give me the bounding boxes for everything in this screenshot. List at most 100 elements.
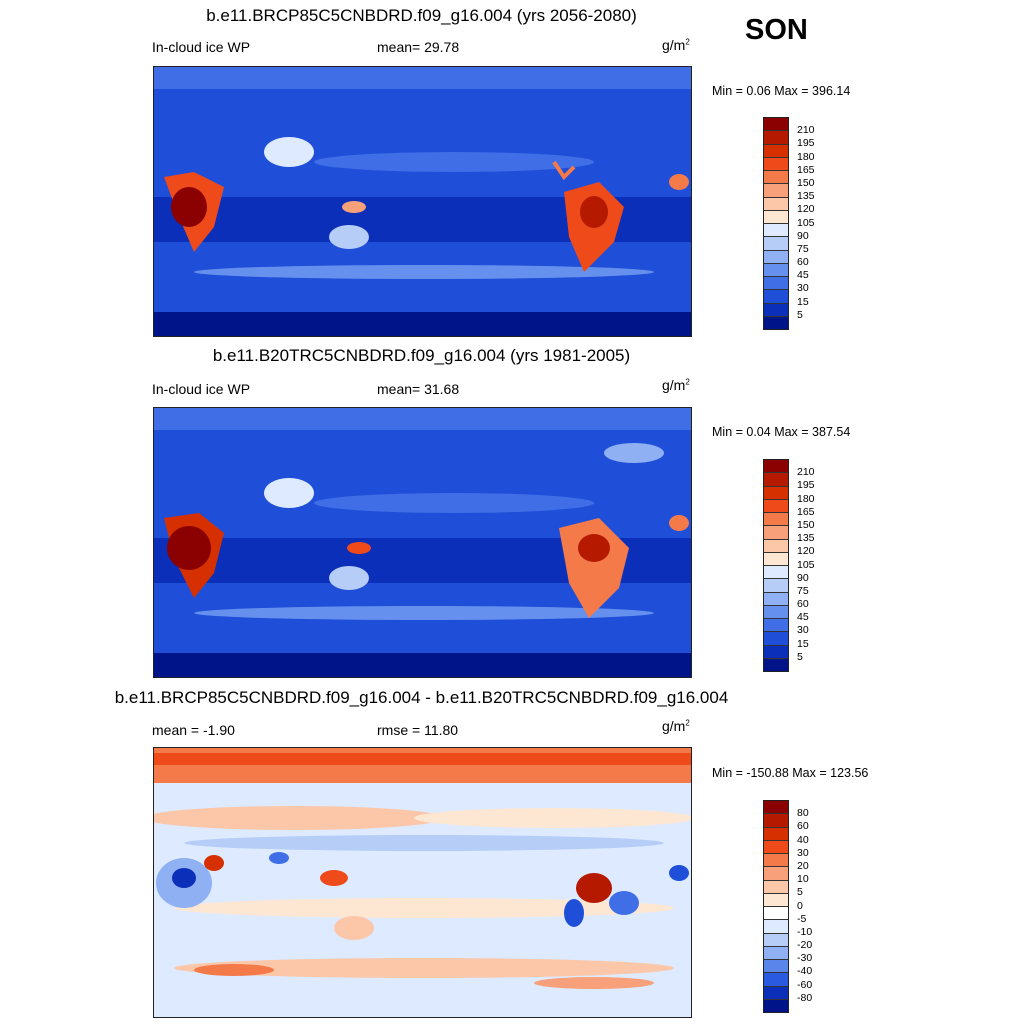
colorbar-swatch <box>764 276 788 290</box>
colorbar-tick-label: 60 <box>797 256 809 269</box>
colorbar-tick-label: 210 <box>797 466 815 479</box>
colorbar-tick-label: 90 <box>797 571 809 584</box>
colorbar-tick-label: 180 <box>797 492 815 505</box>
colorbar-swatch <box>764 512 788 526</box>
colorbar-tick-label: 5 <box>797 886 803 899</box>
colorbar-swatch <box>764 183 788 197</box>
colorbar-swatch <box>764 130 788 144</box>
colorbar-tick-label: -40 <box>797 965 813 978</box>
panel-2-title: b.e11.B20TRC5CNBDRD.f09_g16.004 (yrs 198… <box>212 346 631 365</box>
colorbar-tick-label: 30 <box>797 282 809 295</box>
colorbar-tick-label: 105 <box>797 216 815 229</box>
colorbar-swatch <box>764 262 788 276</box>
colorbar-swatch <box>764 906 788 920</box>
colorbar-tick-label: -80 <box>797 991 813 1004</box>
colorbar-tick-label: 30 <box>797 624 809 637</box>
colorbar-swatch <box>764 801 788 814</box>
colorbar-tick-label: -60 <box>797 978 813 991</box>
colorbar-swatch <box>764 170 788 184</box>
colorbar-swatch <box>764 945 788 959</box>
panel-2-minmax: Min = 0.04 Max = 387.54 <box>712 425 851 439</box>
panel-2-units: g/m2 <box>662 377 690 393</box>
colorbar-swatch <box>764 472 788 486</box>
colorbar-tick-label: 195 <box>797 479 815 492</box>
panel-2-colorbar <box>763 459 789 672</box>
panel-3-mean-label: mean = -1.90 <box>152 722 235 738</box>
panel-2-mean-label: mean= 31.68 <box>377 381 460 397</box>
colorbar-tick-label: 80 <box>797 807 809 820</box>
panel-1-colorbar <box>763 117 789 330</box>
colorbar-tick-label: 60 <box>797 598 809 611</box>
colorbar-swatch <box>764 565 788 579</box>
colorbar-tick-label: -30 <box>797 952 813 965</box>
colorbar-tick-label: 120 <box>797 203 815 216</box>
colorbar-tick-label: 210 <box>797 124 815 137</box>
colorbar-tick-label: 30 <box>797 846 809 859</box>
colorbar-swatch <box>764 578 788 592</box>
colorbar-tick-label: 165 <box>797 163 815 176</box>
colorbar-tick-label: 150 <box>797 176 815 189</box>
colorbar-swatch <box>764 919 788 933</box>
panel-2-variable-label: In-cloud ice WP <box>152 381 251 397</box>
colorbar-swatch <box>764 551 788 565</box>
colorbar-tick-label: 150 <box>797 518 815 531</box>
colorbar-tick-label: 15 <box>797 637 809 650</box>
colorbar-swatch <box>764 853 788 867</box>
colorbar-tick-label: 20 <box>797 859 809 872</box>
colorbar-swatch <box>764 618 788 632</box>
colorbar-tick-label: -20 <box>797 939 813 952</box>
colorbar-swatch <box>764 839 788 853</box>
colorbar-swatch <box>764 485 788 499</box>
colorbar-tick-label: 15 <box>797 295 809 308</box>
colorbar-swatch <box>764 972 788 986</box>
colorbar-swatch <box>764 932 788 946</box>
colorbar-tick-label: -5 <box>797 912 807 925</box>
colorbar-swatch <box>764 209 788 223</box>
colorbar-swatch <box>764 866 788 880</box>
colorbar-swatch <box>764 498 788 512</box>
colorbar-tick-label: 165 <box>797 505 815 518</box>
colorbar-tick-label: 75 <box>797 242 809 255</box>
colorbar-swatch <box>764 315 788 329</box>
colorbar-swatch <box>764 998 788 1012</box>
season-label: SON <box>745 14 808 46</box>
colorbar-tick-label: 10 <box>797 873 809 886</box>
colorbar-tick-label: 5 <box>797 650 803 663</box>
colorbar-swatch <box>764 985 788 999</box>
colorbar-swatch <box>764 631 788 645</box>
colorbar-swatch <box>764 879 788 893</box>
colorbar-tick-label: 180 <box>797 150 815 163</box>
panel-1-minmax: Min = 0.06 Max = 396.14 <box>712 84 851 98</box>
colorbar-swatch <box>764 525 788 539</box>
panel-1-units: g/m2 <box>662 37 690 53</box>
colorbar-tick-label: -10 <box>797 925 813 938</box>
colorbar-swatch <box>764 892 788 906</box>
panel-1-variable-label: In-cloud ice WP <box>152 39 251 55</box>
colorbar-swatch <box>764 591 788 605</box>
colorbar-tick-label: 75 <box>797 584 809 597</box>
colorbar-swatch <box>764 289 788 303</box>
colorbar-tick-label: 40 <box>797 833 809 846</box>
panel-1-title: b.e11.BRCP85C5CNBDRD.f09_g16.004 (yrs 20… <box>206 6 637 25</box>
colorbar-swatch <box>764 604 788 618</box>
panel-3-units: g/m2 <box>662 718 690 734</box>
colorbar-tick-label: 0 <box>797 899 803 912</box>
colorbar-swatch <box>764 118 788 131</box>
colorbar-swatch <box>764 657 788 671</box>
colorbar-swatch <box>764 813 788 827</box>
colorbar-tick-label: 60 <box>797 820 809 833</box>
colorbar-swatch <box>764 236 788 250</box>
panel-3-map <box>153 747 692 1018</box>
colorbar-tick-label: 45 <box>797 269 809 282</box>
colorbar-tick-label: 45 <box>797 611 809 624</box>
colorbar-swatch <box>764 223 788 237</box>
panel-3-colorbar <box>763 800 789 1013</box>
colorbar-swatch <box>764 143 788 157</box>
panel-1-mean-label: mean= 29.78 <box>377 39 460 55</box>
colorbar-swatch <box>764 826 788 840</box>
colorbar-swatch <box>764 460 788 473</box>
colorbar-swatch <box>764 196 788 210</box>
colorbar-swatch <box>764 156 788 170</box>
panel-1-map <box>153 66 692 337</box>
panel-3-rmse-label: rmse = 11.80 <box>377 722 459 738</box>
